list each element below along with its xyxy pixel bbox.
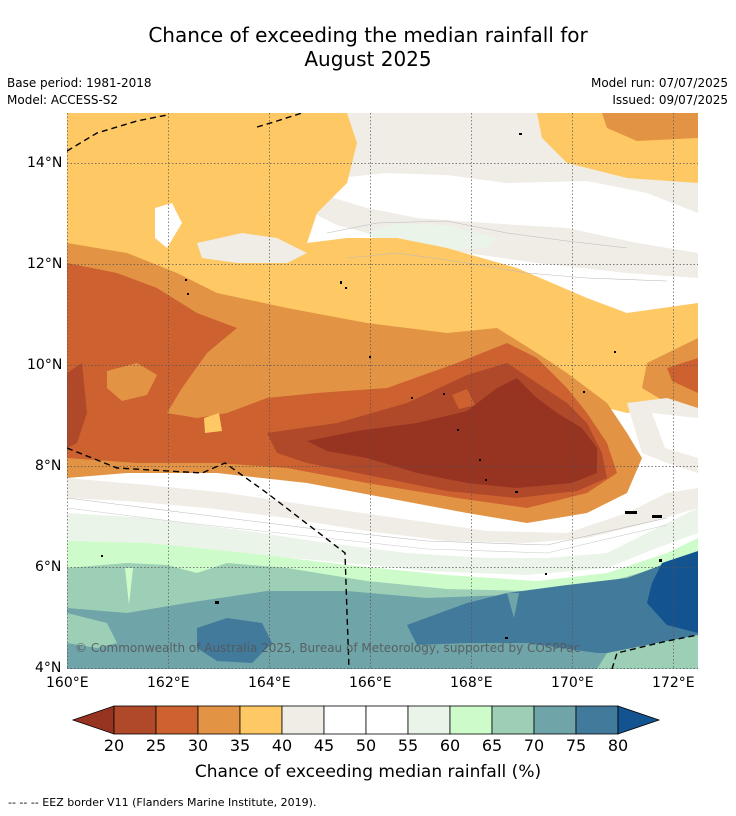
region-35-40-northwest: [67, 113, 698, 413]
contour-line: [346, 252, 668, 282]
x-tick-164e: 164°E: [248, 675, 291, 691]
colorbar-extend-low: [71, 705, 115, 735]
contour-line: [326, 220, 628, 249]
colorbar-tick-label: 60: [439, 736, 461, 755]
colorbar-tick-label: 45: [313, 736, 335, 755]
region-55-60: [67, 508, 698, 575]
colorbar-tick-label: 20: [103, 736, 125, 755]
y-tick-14n: 14°N: [27, 155, 63, 171]
x-tick-168e: 168°E: [450, 675, 493, 691]
colorbar-cell: [491, 705, 535, 735]
region-25-30-inner: [452, 389, 475, 409]
graticule: [67, 113, 698, 669]
y-tick-12n: 12°N: [27, 256, 63, 272]
colorbar-cell: [533, 705, 577, 735]
region-above-80: [647, 551, 698, 633]
colorbar-tick-label: 50: [355, 736, 377, 755]
region-below-20: [307, 378, 597, 488]
map-title-line1: Chance of exceeding the median rainfall …: [148, 23, 588, 47]
region-70-75-spike: [507, 593, 519, 618]
colorbar-cell: [575, 705, 619, 735]
colorbar-cell: [449, 705, 493, 735]
eez-footnote: -- -- -- EEZ border V11 (Flanders Marine…: [8, 796, 317, 809]
eez-border: [67, 113, 698, 669]
colorbar-tick-label: 25: [145, 736, 167, 755]
region-45-55-east: [652, 413, 698, 458]
y-tick-6n: 6°N: [35, 559, 62, 575]
x-tick-166e: 166°E: [349, 675, 392, 691]
colorbar-cell: [113, 705, 157, 735]
rainfall-map: [67, 113, 698, 669]
y-tick-10n: 10°N: [27, 357, 63, 373]
region-40-45-island: [197, 233, 307, 263]
colorbar-tick-label: 40: [271, 736, 293, 755]
region-25-30-east: [667, 358, 698, 393]
colorbar-tick-label: 30: [187, 736, 209, 755]
region-30-35-island: [107, 363, 157, 401]
colorbar-tick-label: 55: [397, 736, 419, 755]
colorbar: [71, 705, 661, 735]
x-tick-162e: 162°E: [147, 675, 190, 691]
colorbar-tick-label: 80: [607, 736, 629, 755]
islands: [101, 133, 662, 639]
colorbar-extend-high: [617, 705, 661, 735]
x-tick-170e: 170°E: [551, 675, 594, 691]
colorbar-tick-label: 70: [523, 736, 545, 755]
x-tick-172e: 172°E: [652, 675, 695, 691]
region-75-80: [407, 553, 698, 653]
colorbar-cell: [365, 705, 409, 735]
model-label: Model: ACCESS-S2: [7, 93, 119, 107]
colorbar-cell: [239, 705, 283, 735]
contour-line: [67, 497, 668, 546]
region-20-25-west: [67, 363, 87, 448]
region-30-35-northeast: [602, 113, 698, 141]
copyright-credit: © Commonwealth of Australia 2025, Bureau…: [75, 641, 581, 655]
y-tick-8n: 8°N: [35, 458, 62, 474]
colorbar-cell: [197, 705, 241, 735]
region-35-40-island: [204, 413, 222, 433]
region-60-65-spike: [125, 568, 133, 605]
base-period-label: Base period: 1981-2018: [7, 76, 152, 90]
region-65-70-southeast: [597, 635, 698, 669]
colorbar-cell: [155, 705, 199, 735]
y-tick-4n: 4°N: [35, 660, 62, 676]
issued-label: Issued: 09/07/2025: [612, 93, 728, 107]
region-45-55-north: [317, 173, 698, 253]
map-title-line2: August 2025: [304, 47, 432, 71]
colorbar-tick-label: 35: [229, 736, 251, 755]
x-tick-160e: 160°E: [46, 675, 89, 691]
colorbar-tick-label: 75: [565, 736, 587, 755]
region-40-45-south: [67, 478, 698, 543]
region-75-80-west: [197, 618, 272, 663]
colorbar-title: Chance of exceeding median rainfall (%): [194, 762, 542, 782]
contour-line: [67, 507, 668, 554]
region-65-70-west: [67, 613, 117, 648]
colorbar-tick-label: 65: [481, 736, 503, 755]
colorbar-cell: [281, 705, 325, 735]
model-run-label: Model run: 07/07/2025: [590, 76, 728, 90]
colorbar-cell: [407, 705, 451, 735]
rainfall-contour-map: [67, 113, 698, 669]
colorbar-cell: [323, 705, 367, 735]
